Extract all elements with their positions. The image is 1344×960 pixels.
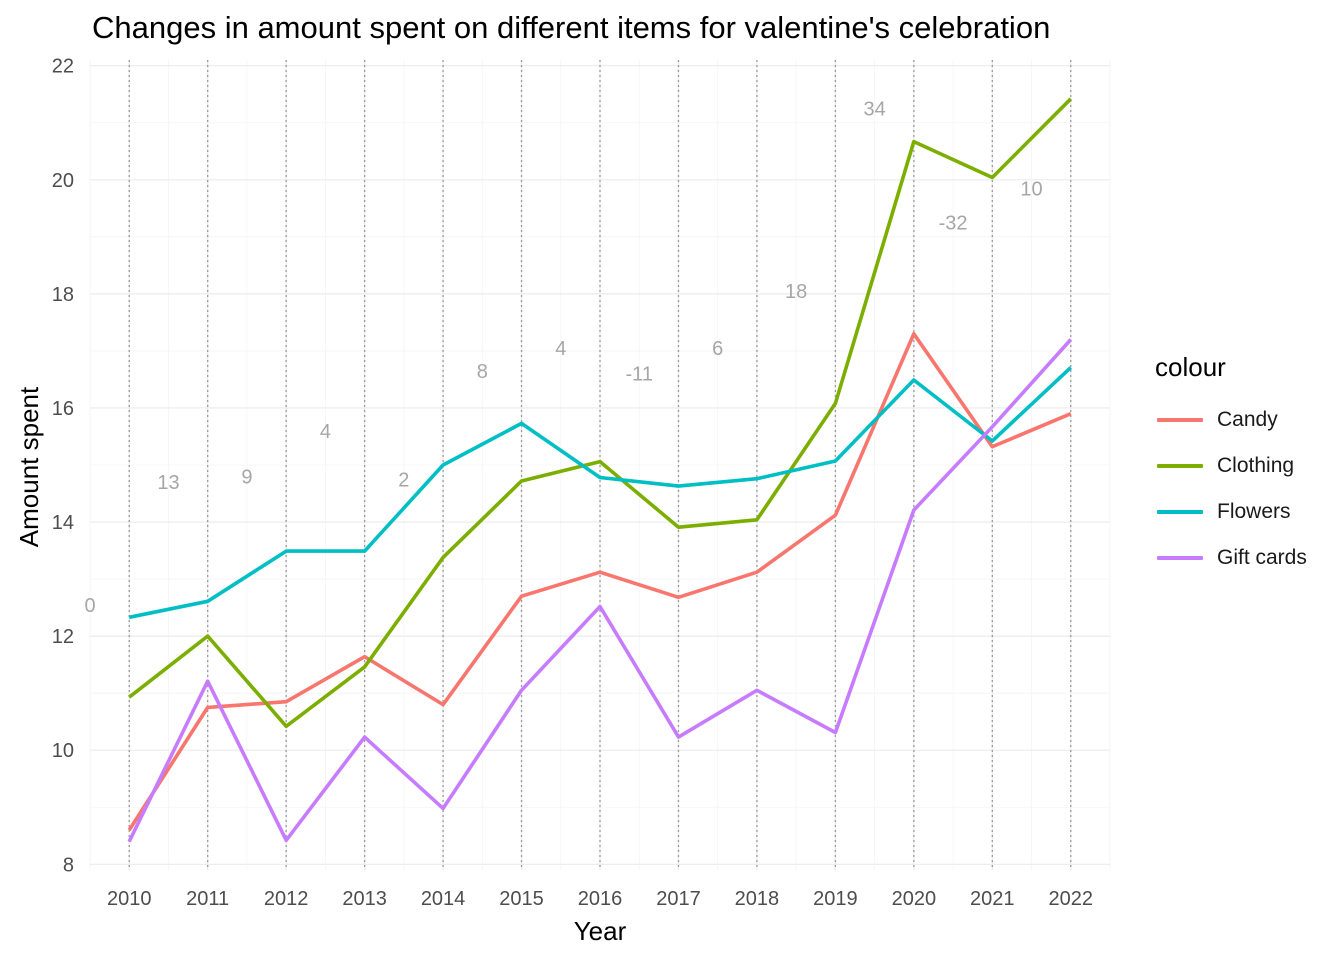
x-axis-title: Year [574, 916, 627, 946]
x-tick-label: 2014 [421, 888, 466, 910]
x-tick-label: 2022 [1049, 888, 1094, 910]
annotation-label: 2 [398, 469, 409, 491]
y-tick-label: 22 [52, 56, 74, 78]
series-line-clothing [128, 97, 1073, 729]
series-lines [127, 97, 1073, 843]
legend-item: Gift cards [1155, 535, 1307, 581]
legend: colour Candy Clothing Flowers Gift cards [1155, 352, 1307, 581]
x-tick-label: 2020 [892, 888, 937, 910]
annotation-label: 9 [241, 466, 252, 488]
legend-swatch [1157, 418, 1203, 422]
annotation-label: 4 [555, 338, 566, 360]
legend-item: Candy [1155, 397, 1307, 443]
x-tick-label: 2012 [264, 888, 309, 910]
x-tick-label: 2018 [735, 888, 780, 910]
chart-title: Changes in amount spent on different ite… [92, 10, 1051, 45]
annotation-label: 0 [84, 595, 95, 617]
x-tick-label: 2013 [342, 888, 387, 910]
annotation-label: 10 [1020, 178, 1042, 200]
legend-item: Clothing [1155, 443, 1307, 489]
x-tick-label: 2021 [970, 888, 1015, 910]
y-tick-label: 10 [52, 740, 74, 762]
annotation-label: -32 [939, 213, 968, 235]
x-tick-labels: 2010 2011 2012 2013 2014 2015 2016 2017 2018 2019… [107, 888, 1093, 910]
legend-swatch [1157, 464, 1203, 468]
legend-label: Candy [1217, 408, 1278, 431]
annotation-label: -11 [626, 364, 653, 386]
y-tick-label: 14 [52, 512, 74, 534]
annotation-label: 34 [863, 98, 885, 120]
legend-label: Flowers [1217, 500, 1291, 523]
y-tick-label: 20 [52, 170, 74, 192]
y-tick-label: 8 [63, 854, 74, 876]
x-tick-label: 2010 [107, 888, 152, 910]
x-tick-label: 2015 [499, 888, 544, 910]
series-line-candy [127, 331, 1072, 832]
legend-item: Flowers [1155, 489, 1307, 535]
series-line-gift-cards [127, 338, 1073, 843]
series-line-flowers [128, 366, 1073, 620]
x-tick-label: 2019 [813, 888, 858, 910]
legend-title: colour [1155, 352, 1226, 382]
legend-swatch [1157, 510, 1203, 514]
annotation-label: 18 [785, 281, 807, 303]
legend-swatch [1157, 556, 1203, 560]
annotation-label: 6 [712, 338, 723, 360]
legend-label: Gift cards [1217, 546, 1307, 569]
annotation-label: 13 [157, 472, 179, 494]
legend-label: Clothing [1217, 454, 1295, 477]
y-tick-label: 16 [52, 398, 74, 420]
annotation-label: 8 [477, 361, 488, 383]
y-tick-labels: 8 10 12 14 16 18 20 22 [52, 56, 74, 877]
x-tick-label: 2011 [186, 888, 229, 910]
x-tick-label: 2017 [656, 888, 701, 910]
minor-gridlines [89, 60, 1111, 870]
annotation-labels: 0 13 9 4 2 8 4 -11 6 18 34 -32 10 [84, 98, 1042, 616]
y-axis-title: Amount spent [14, 386, 44, 547]
annotation-label: 4 [320, 421, 331, 443]
y-tick-label: 12 [52, 626, 74, 648]
x-tick-label: 2016 [578, 888, 623, 910]
y-tick-label: 18 [52, 284, 74, 306]
